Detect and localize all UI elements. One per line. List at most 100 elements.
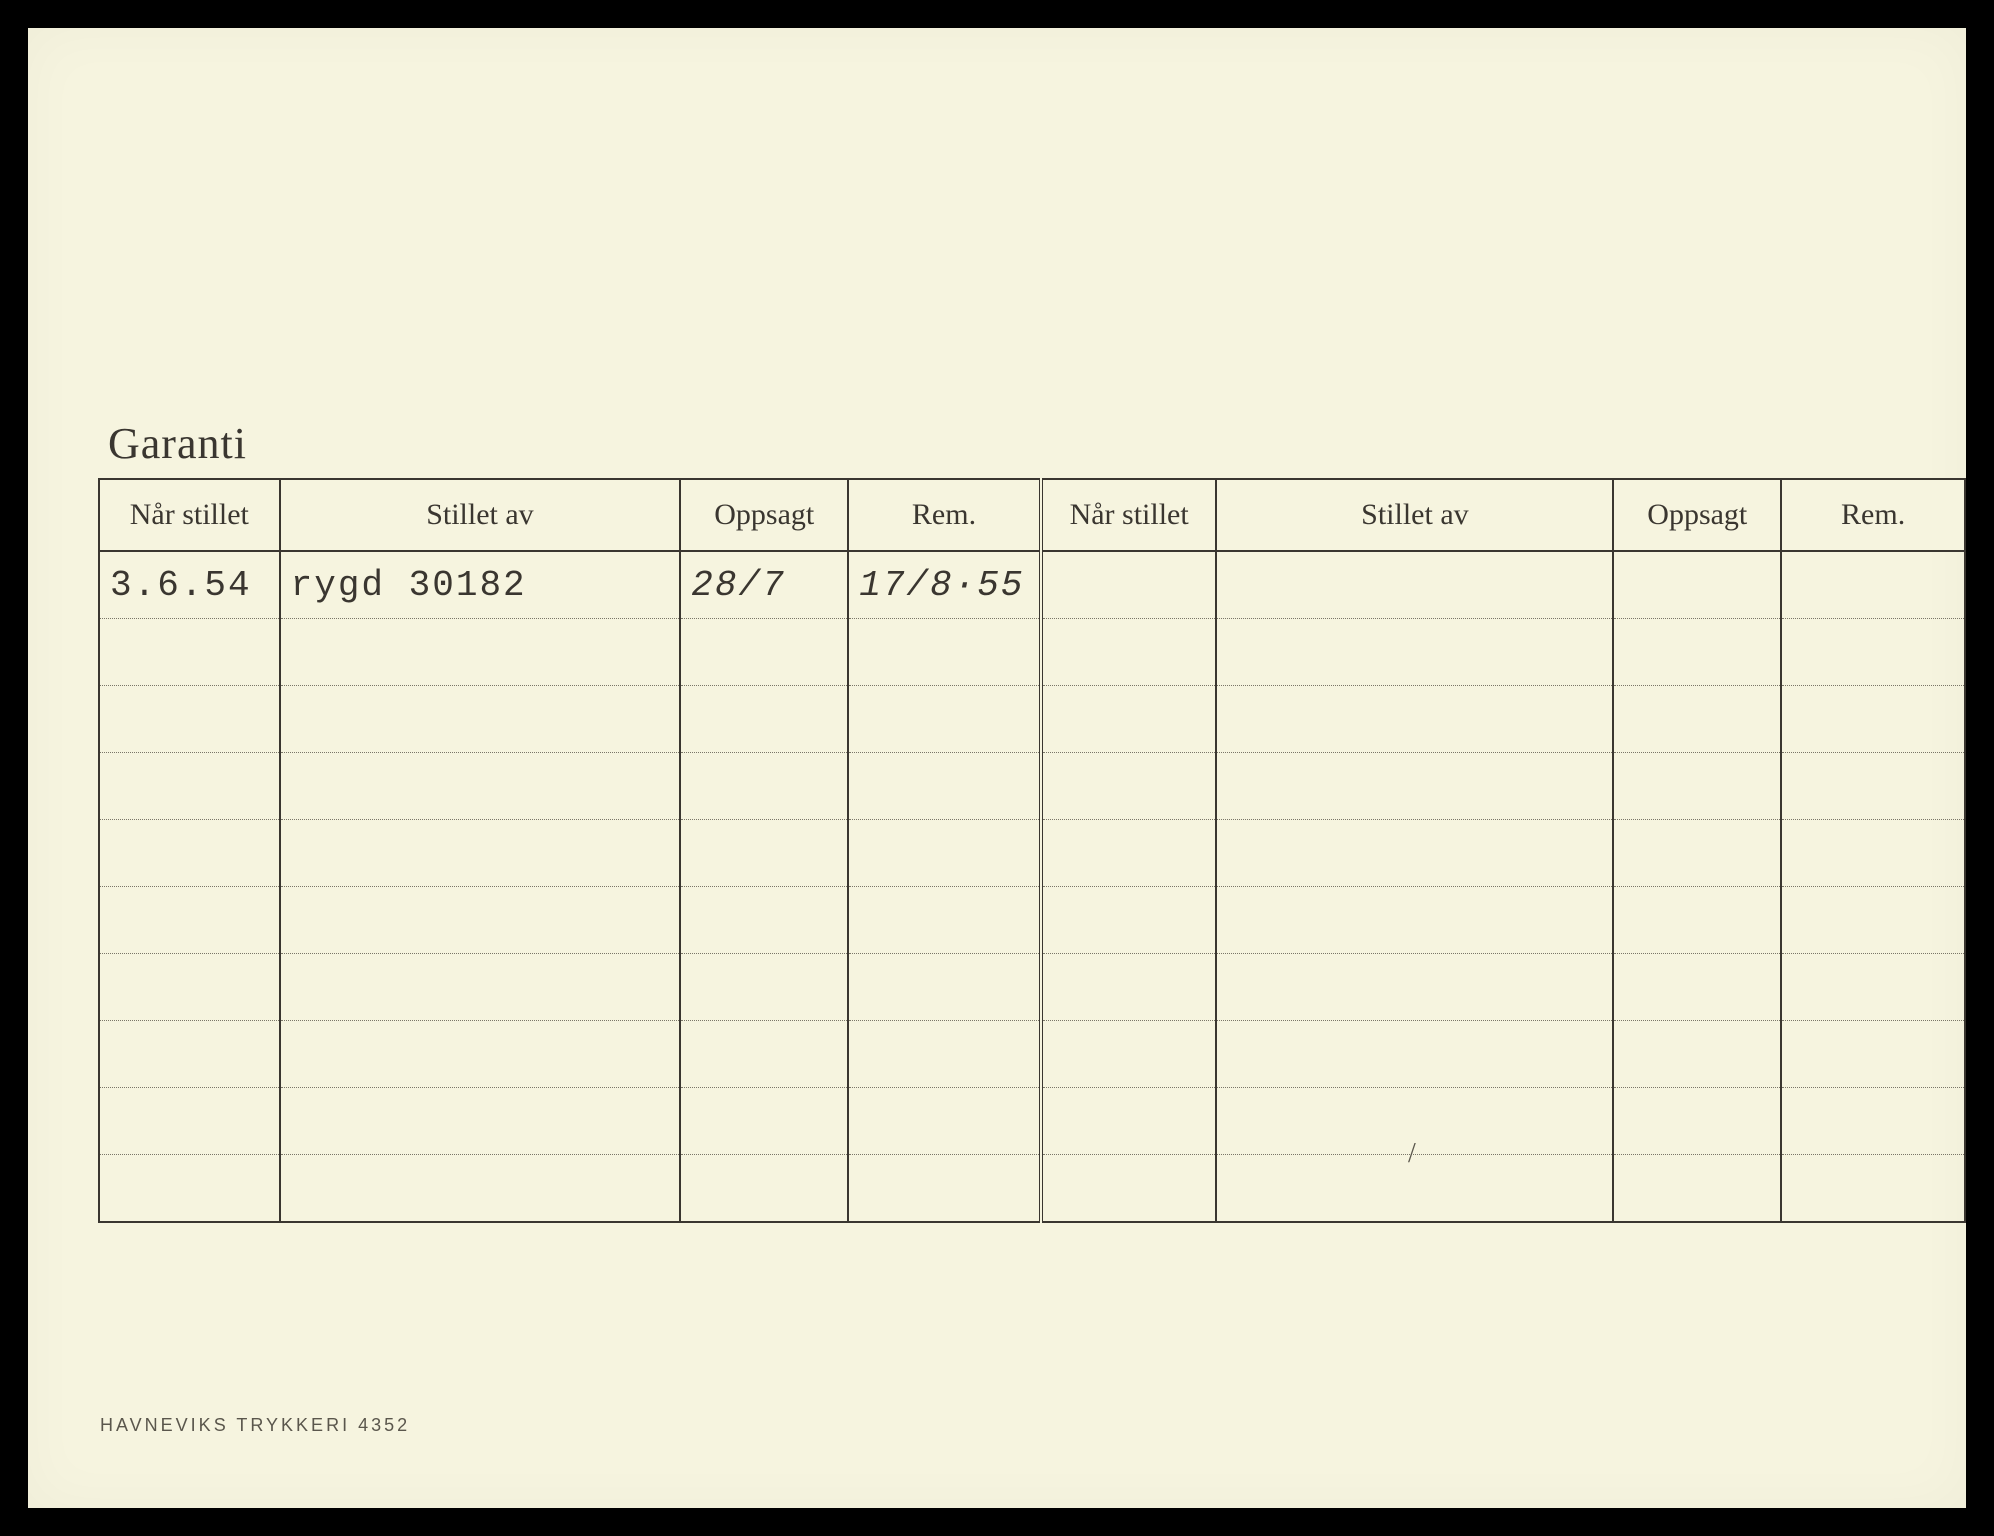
cell-stillet-av2 — [1216, 619, 1613, 686]
cell-rem2 — [1781, 551, 1965, 619]
cell-rem2 — [1781, 1155, 1965, 1223]
cell-nar-stillet2 — [1041, 820, 1217, 887]
cell-oppsagt — [680, 820, 848, 887]
cell-nar-stillet: 3.6.54 — [99, 551, 280, 619]
cell-nar-stillet2 — [1041, 954, 1217, 1021]
cell-nar-stillet2 — [1041, 619, 1217, 686]
col-oppsagt-left: Oppsagt — [680, 479, 848, 551]
cell-nar-stillet — [99, 954, 280, 1021]
cell-nar-stillet — [99, 820, 280, 887]
table-row — [99, 619, 1965, 686]
cell-stillet-av — [280, 820, 681, 887]
table-row — [99, 887, 1965, 954]
section-title: Garanti — [108, 418, 247, 469]
cell-oppsagt2 — [1613, 619, 1781, 686]
cell-nar-stillet — [99, 887, 280, 954]
table-row — [99, 820, 1965, 887]
cell-rem — [848, 954, 1041, 1021]
header-row: Når stillet Stillet av Oppsagt Rem. Når … — [99, 479, 1965, 551]
cell-nar-stillet — [99, 1155, 280, 1223]
cell-oppsagt2 — [1613, 820, 1781, 887]
cell-rem: 17/8·55 — [848, 551, 1041, 619]
cell-oppsagt — [680, 686, 848, 753]
cell-nar-stillet — [99, 619, 280, 686]
cell-stillet-av2 — [1216, 820, 1613, 887]
cell-stillet-av — [280, 1021, 681, 1088]
printer-footer: HAVNEVIKS TRYKKERI 4352 — [100, 1415, 410, 1436]
cell-stillet-av — [280, 954, 681, 1021]
col-stillet-av-left: Stillet av — [280, 479, 681, 551]
cell-stillet-av2 — [1216, 551, 1613, 619]
cell-oppsagt — [680, 1155, 848, 1223]
cell-rem2 — [1781, 753, 1965, 820]
cell-nar-stillet2 — [1041, 1088, 1217, 1155]
table-row — [99, 1155, 1965, 1223]
table-body: 3.6.54 rygd 30182 28/7 17/8·55 — [99, 551, 1965, 1222]
cell-stillet-av2 — [1216, 1021, 1613, 1088]
cell-oppsagt2 — [1613, 1021, 1781, 1088]
cell-rem — [848, 686, 1041, 753]
cell-oppsagt — [680, 1021, 848, 1088]
col-nar-stillet-right: Når stillet — [1041, 479, 1217, 551]
col-stillet-av-right: Stillet av — [1216, 479, 1613, 551]
cell-nar-stillet — [99, 1088, 280, 1155]
cell-nar-stillet2 — [1041, 887, 1217, 954]
cell-oppsagt — [680, 887, 848, 954]
cell-nar-stillet2 — [1041, 551, 1217, 619]
document-page: Garanti Når stillet Stillet av Oppsagt R… — [28, 28, 1966, 1508]
col-oppsagt-right: Oppsagt — [1613, 479, 1781, 551]
cell-rem2 — [1781, 820, 1965, 887]
cell-oppsagt — [680, 753, 848, 820]
cell-rem — [848, 753, 1041, 820]
cell-stillet-av2 — [1216, 686, 1613, 753]
cell-oppsagt — [680, 954, 848, 1021]
cell-rem — [848, 619, 1041, 686]
cell-nar-stillet2 — [1041, 1021, 1217, 1088]
cell-stillet-av — [280, 686, 681, 753]
cell-rem2 — [1781, 1021, 1965, 1088]
cell-rem — [848, 820, 1041, 887]
cell-rem2 — [1781, 1088, 1965, 1155]
table-row — [99, 1088, 1965, 1155]
col-nar-stillet-left: Når stillet — [99, 479, 280, 551]
col-rem-right: Rem. — [1781, 479, 1965, 551]
cell-oppsagt — [680, 1088, 848, 1155]
cell-nar-stillet — [99, 1021, 280, 1088]
cell-stillet-av2 — [1216, 753, 1613, 820]
cell-rem — [848, 1021, 1041, 1088]
col-rem-left: Rem. — [848, 479, 1041, 551]
cell-oppsagt2 — [1613, 954, 1781, 1021]
cell-rem — [848, 1155, 1041, 1223]
cell-rem — [848, 887, 1041, 954]
cell-rem2 — [1781, 686, 1965, 753]
cell-stillet-av — [280, 887, 681, 954]
cell-oppsagt — [680, 619, 848, 686]
cell-stillet-av2 — [1216, 954, 1613, 1021]
table-row — [99, 1021, 1965, 1088]
table-row — [99, 686, 1965, 753]
cell-stillet-av — [280, 1155, 681, 1223]
cell-oppsagt2 — [1613, 686, 1781, 753]
cell-stillet-av2 — [1216, 887, 1613, 954]
cell-rem2 — [1781, 887, 1965, 954]
cell-stillet-av: rygd 30182 — [280, 551, 681, 619]
cell-nar-stillet — [99, 753, 280, 820]
cell-stillet-av — [280, 1088, 681, 1155]
cell-rem2 — [1781, 619, 1965, 686]
cell-oppsagt2 — [1613, 887, 1781, 954]
table-row: 3.6.54 rygd 30182 28/7 17/8·55 — [99, 551, 1965, 619]
cell-nar-stillet2 — [1041, 1155, 1217, 1223]
garanti-table: Når stillet Stillet av Oppsagt Rem. Når … — [98, 478, 1966, 1223]
cell-stillet-av — [280, 753, 681, 820]
cell-oppsagt2 — [1613, 753, 1781, 820]
table-row — [99, 753, 1965, 820]
stray-mark: / — [1408, 1138, 1416, 1170]
cell-oppsagt2 — [1613, 1155, 1781, 1223]
cell-oppsagt: 28/7 — [680, 551, 848, 619]
cell-rem2 — [1781, 954, 1965, 1021]
cell-rem — [848, 1088, 1041, 1155]
cell-nar-stillet — [99, 686, 280, 753]
cell-nar-stillet2 — [1041, 753, 1217, 820]
cell-stillet-av — [280, 619, 681, 686]
table-row — [99, 954, 1965, 1021]
